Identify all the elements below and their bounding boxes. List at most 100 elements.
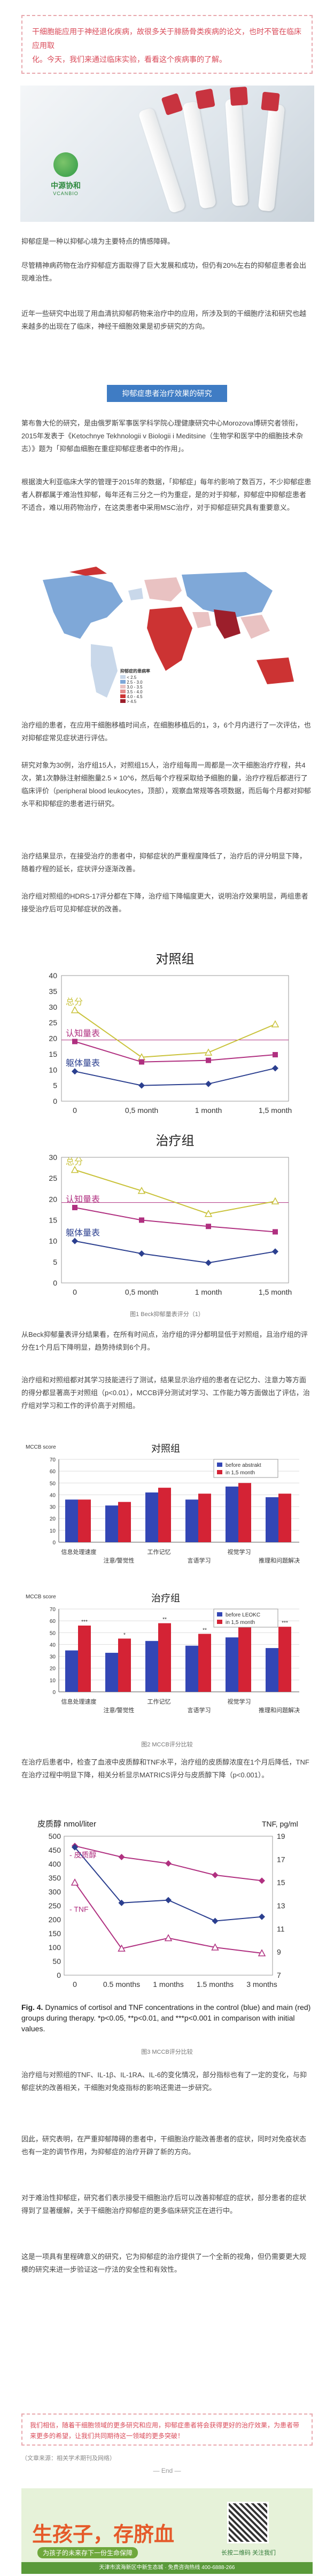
y-right-tick-label: 11 — [277, 1924, 285, 1933]
section-banner: 抑郁症患者治疗效果的研究 — [107, 385, 227, 402]
bar — [118, 1502, 131, 1542]
y-tick-label: 0 — [53, 1097, 57, 1105]
intro-text-b: 化。今天，我们来通过临床实验，看看这个疾病事的了解。 — [32, 55, 227, 64]
data-point — [206, 1057, 211, 1063]
end-marker: — End — — [153, 2467, 181, 2474]
y-left-tick-label: 250 — [49, 1901, 61, 1910]
bar — [118, 1638, 131, 1692]
x-tick-label: 注意/警觉性 — [103, 1706, 134, 1714]
bar — [226, 1486, 238, 1542]
legend-label: in 1,5 month — [226, 1620, 255, 1626]
bar — [238, 1621, 251, 1692]
y-left-tick-label: 500 — [49, 1832, 61, 1840]
paragraph-1: 抑郁症是一种以抑郁心境为主要特点的情感障碍。 — [21, 237, 175, 245]
legend-swatch — [217, 1612, 222, 1616]
y-left-tick-label: 300 — [49, 1887, 61, 1896]
data-point — [204, 1048, 213, 1056]
x-tick-label: 1,5 month — [259, 1288, 292, 1296]
data-point — [72, 1039, 77, 1045]
bar — [185, 1645, 198, 1692]
plot-frame — [61, 975, 289, 1102]
y-left-tick-label: 150 — [49, 1929, 61, 1938]
significance-label: ** — [162, 1617, 167, 1623]
y-tick-label: 40 — [50, 1492, 56, 1498]
paragraph-5: 根据澳大利亚临床大学的管理于2015年的数据，「抑郁症」每年约影响了数百万，不少… — [21, 478, 312, 512]
series-label: - 皮质醇 — [69, 1851, 97, 1859]
x-tick-label: 视觉学习 — [228, 1548, 251, 1556]
chart-control-bar-svg: MCCB score 对照组 0 10 20 30 40 50 60 70 信息处理速度注意/警觉性… — [26, 1443, 300, 1564]
ad-address: 天津市滨海新区中新生态城 · 免费咨询热线 400-6888-266 — [21, 2562, 313, 2574]
logo-en: VCANBIO — [53, 191, 79, 196]
paragraph-11: 治疗组和对照组都对其学习技能进行了测试，结果显示治疗组的患者在记忆力、注意力等方… — [21, 1376, 310, 1410]
plot-frame — [64, 1836, 273, 1976]
series-line — [74, 1240, 276, 1264]
chart-treatment-line-svg: 治疗组 0 5 10 15 20 25 30 0 0,5 month 1 month 1,5 mont… — [49, 1134, 292, 1296]
y-right-tick-label: 13 — [277, 1901, 285, 1910]
x-tick-label: 1,5 month — [259, 1106, 292, 1115]
paragraph-3: 近年一些研究中出现了用血清抗抑郁药物来治疗中的应用，所涉及到的干细胞疗法和研究也… — [21, 310, 307, 330]
legend-box — [213, 1459, 278, 1478]
x-tick-label: 信息处理速度 — [61, 1548, 97, 1556]
data-point — [71, 1165, 79, 1173]
map-legend-item: < 2.5 — [120, 675, 179, 680]
y-tick-label: 30 — [50, 1654, 56, 1660]
significance-label: *** — [282, 1620, 288, 1626]
y-left-tick-label: 0 — [57, 1971, 61, 1979]
data-point — [72, 1844, 78, 1851]
y-tick-label: 30 — [49, 1003, 57, 1011]
y-left-tick-label: 200 — [49, 1915, 61, 1924]
vcanbio-logo: 中源协和 VCANBIO — [36, 152, 95, 196]
hero-image: 中源协和 VCANBIO — [20, 86, 314, 222]
x-tick-label: 推理和问题解决 — [259, 1706, 300, 1714]
data-point — [212, 1871, 219, 1878]
y-tick-label: 50 — [50, 1630, 56, 1636]
series-label: 总分 — [66, 1157, 83, 1167]
map-legend-title: 抑郁症的患病率 — [120, 669, 150, 674]
data-point — [273, 1229, 278, 1235]
series-label: - TNF — [69, 1905, 89, 1914]
qr-code-icon[interactable] — [227, 2502, 269, 2543]
data-point — [258, 1949, 266, 1956]
paragraph-6: 治疗组的患者，在应用干细胞移植时间点，在细胞移植后的1，3，6个月内进行了一次评… — [21, 721, 311, 742]
y-left-label: 皮质醇 nmol/liter — [37, 1820, 96, 1829]
chart-cortisol-tnf: 皮质醇 nmol/liter TNF, pg/ml 0 50 100 150 200 250 3… — [21, 1815, 313, 1997]
y-tick-label: 40 — [50, 1642, 56, 1648]
x-tick-label: 1 month — [195, 1288, 222, 1296]
x-tick-label: 1 months — [153, 1980, 184, 1989]
bar — [278, 1627, 291, 1692]
y-tick-label: 25 — [49, 1018, 57, 1027]
fig4-caption-title: Fig. 4. — [21, 2003, 43, 2012]
bar — [105, 1505, 118, 1542]
series-label: 躯体量表 — [66, 1058, 100, 1068]
x-tick-label: 言语学习 — [188, 1557, 211, 1564]
bar — [158, 1488, 171, 1542]
reference-line: （文章来源：相关学术期刊及网络） — [21, 2455, 115, 2462]
bar — [78, 1626, 91, 1692]
significance-label: *** — [81, 1619, 88, 1625]
y-right-tick-label: 15 — [277, 1878, 285, 1887]
data-point — [164, 1934, 173, 1941]
bar — [198, 1494, 211, 1542]
chart-title: 对照组 — [151, 1443, 180, 1454]
data-point — [259, 1913, 265, 1920]
legend-swatch — [217, 1463, 222, 1467]
data-point — [71, 1878, 79, 1886]
y-tick-label: 10 — [49, 1237, 57, 1246]
data-point — [138, 1082, 145, 1089]
y-tick-label: 25 — [49, 1174, 57, 1182]
map-legend: 抑郁症的患病率 < 2.5 2.5 - 3.0 3.0 - 3.5 3.5 - … — [120, 668, 179, 704]
legend-swatch — [217, 1470, 222, 1474]
data-point — [71, 1006, 79, 1014]
fig3-caption: 图3 MCCB评分比较 — [141, 2049, 193, 2055]
x-tick-label: 推理和问题解决 — [259, 1557, 300, 1564]
bar — [78, 1499, 91, 1542]
data-point — [259, 1877, 265, 1884]
y-tick-label: 30 — [49, 1153, 57, 1162]
plot-frame — [61, 1157, 289, 1283]
advertisement-banner[interactable]: 生孩子，存脐血 为孩子的未来存下一份生命保障 长按二维码 关注我们 天津市滨海新… — [21, 2488, 313, 2574]
map-legend-item: 3.0 - 3.5 — [120, 685, 179, 690]
series-line — [74, 1207, 276, 1233]
y-tick-label: 10 — [49, 1065, 57, 1074]
y-tick-label: 20 — [50, 1666, 56, 1672]
paragraph-16: 这是一项具有里程碑意义的研究，它为抑郁症的治疗提供了一个全新的视角，但仍需要更大… — [21, 2253, 307, 2273]
